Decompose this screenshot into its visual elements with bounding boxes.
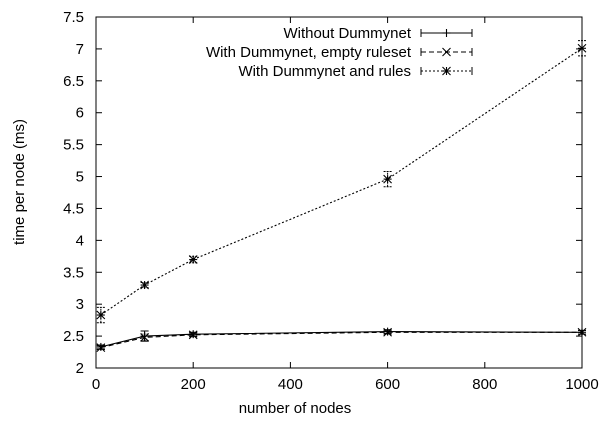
axis-ticks: 0 200 400 600 800 1000 2 2.5 3 3.5 4 4.5 5 5.5 6 6.5 7 7.…: [63, 9, 599, 393]
data-point: [140, 332, 149, 342]
data-point: [96, 310, 106, 320]
x-tick-label: 400: [278, 376, 303, 393]
x-tick-label: 200: [181, 376, 206, 393]
data-point: [188, 330, 198, 340]
legend-label: With Dummynet, empty ruleset: [206, 44, 412, 61]
x-tick-label: 600: [375, 376, 400, 393]
y-tick-label: 2.5: [63, 328, 84, 345]
axes: [95, 16, 583, 369]
y-tick-label: 7.5: [63, 9, 84, 26]
legend-marker: [442, 29, 451, 37]
series-layer: [96, 40, 587, 352]
y-tick-label: 6.5: [63, 73, 84, 90]
y-tick-label: 3.5: [63, 264, 84, 281]
series-2: [96, 327, 587, 352]
y-tick-label: 2: [76, 360, 84, 377]
y-tick-label: 5.5: [63, 137, 84, 154]
y-tick-label: 4: [76, 232, 84, 249]
y-tick-label: 5: [76, 169, 84, 186]
series-line: [100, 47, 583, 316]
y-tick-label: 4.5: [63, 200, 84, 217]
legend-label: Without Dummynet: [283, 25, 411, 42]
legend-item-1: Without Dummynet: [283, 25, 473, 42]
data-point: [383, 327, 392, 337]
y-tick-label: 7: [76, 41, 84, 58]
legend: Without Dummynet With Dummynet, empty rul…: [206, 25, 473, 80]
data-point: [383, 174, 392, 184]
series-1: [96, 327, 586, 351]
series-line: [100, 331, 582, 349]
x-tick-label: 1000: [565, 376, 598, 393]
x-tick-label: 0: [92, 376, 100, 393]
x-tick-label: 800: [472, 376, 497, 393]
data-point: [577, 43, 587, 53]
series-3: [96, 40, 587, 324]
legend-marker: [442, 47, 451, 57]
y-tick-label: 3: [76, 296, 84, 313]
data-point: [140, 280, 149, 290]
data-point: [577, 327, 587, 337]
data-point: [188, 255, 198, 264]
plot-frame: [95, 16, 583, 369]
data-point: [96, 343, 106, 352]
legend-label: With Dummynet and rules: [238, 63, 411, 80]
legend-item-3: With Dummynet and rules: [238, 63, 473, 80]
y-axis-label: time per node (ms): [11, 119, 28, 245]
legend-marker: [442, 66, 451, 76]
series-line: [100, 331, 583, 348]
y-tick-label: 6: [76, 105, 84, 122]
x-axis-label: number of nodes: [239, 400, 352, 417]
legend-item-2: With Dummynet, empty ruleset: [206, 44, 473, 61]
